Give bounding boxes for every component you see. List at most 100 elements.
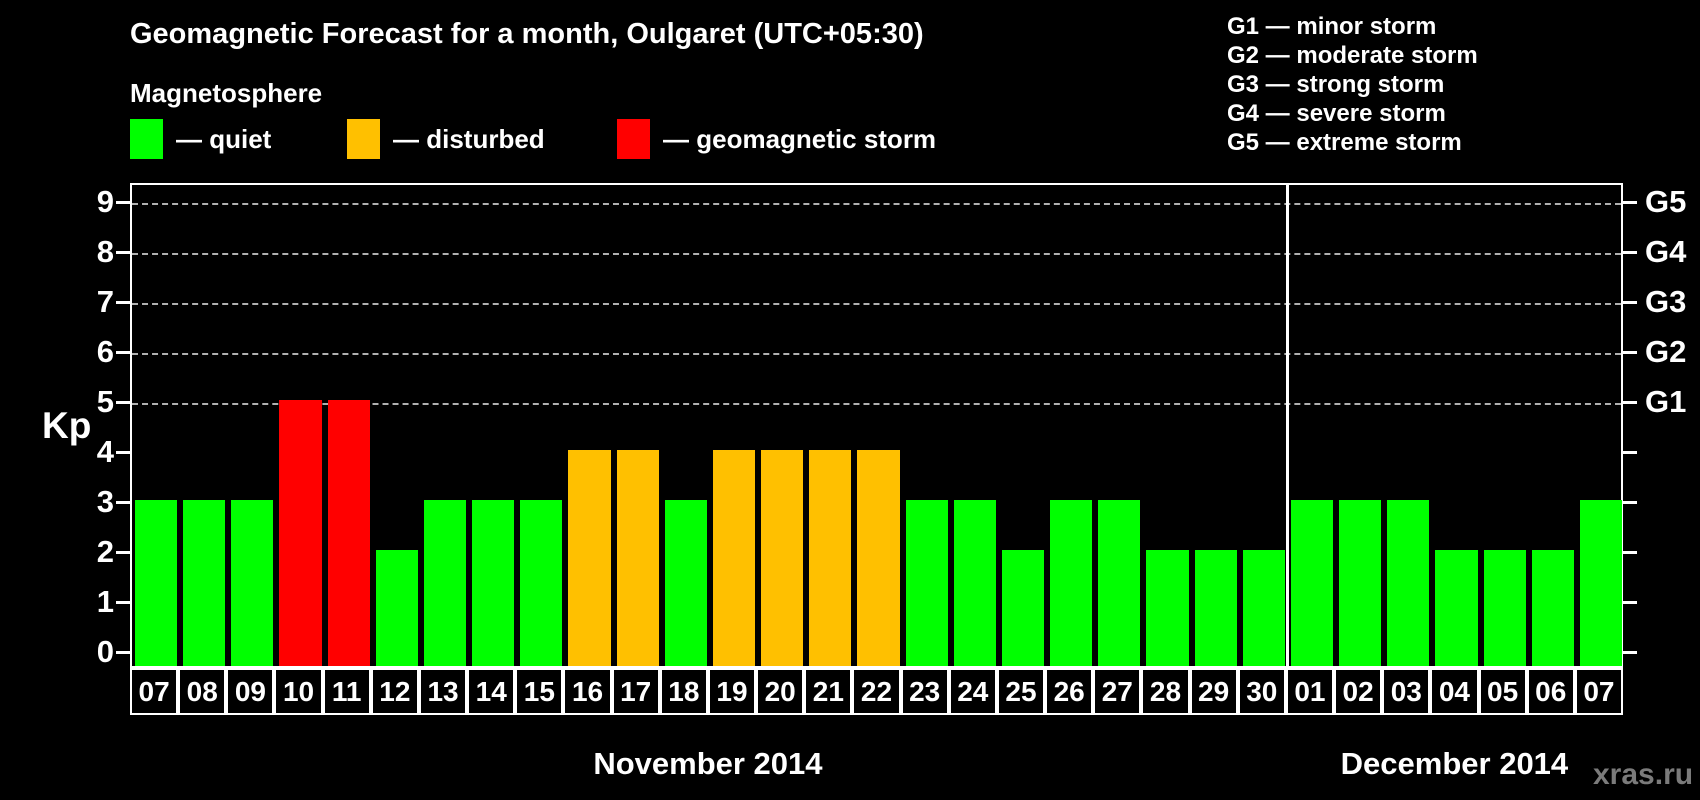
kp-tick-3 bbox=[116, 501, 130, 504]
kp-bar-day-17 bbox=[616, 450, 659, 666]
day-cell-10: 17 bbox=[611, 668, 660, 715]
g-axis-tick-7 bbox=[1623, 301, 1637, 304]
day-cell-3: 10 bbox=[274, 668, 323, 715]
quiet-swatch-icon bbox=[130, 119, 163, 159]
legend-label-disturbed: — disturbed bbox=[393, 123, 545, 154]
kp-bar-day-25 bbox=[1001, 550, 1045, 666]
g-legend-line-5: G5 — extreme storm bbox=[1227, 129, 1462, 156]
kp-bar-day-04 bbox=[1435, 550, 1478, 666]
kp-bar-day-19 bbox=[712, 450, 756, 666]
kp-bar-day-26 bbox=[1050, 500, 1093, 666]
kp-bar-day-28 bbox=[1146, 550, 1189, 666]
g-label-G2: G2 bbox=[1645, 334, 1687, 369]
g-axis-tick-8 bbox=[1623, 251, 1637, 254]
kp-bar-day-05 bbox=[1483, 550, 1526, 666]
kp-bar-day-29 bbox=[1194, 550, 1237, 666]
g-legend-line-1: G1 — minor storm bbox=[1227, 13, 1437, 40]
kp-tick-0 bbox=[116, 651, 130, 654]
legend-label-quiet: — quiet bbox=[176, 123, 272, 154]
kp-tick-label-3: 3 bbox=[96, 484, 114, 519]
g-axis-tick-2 bbox=[1623, 551, 1637, 554]
kp-tick-1 bbox=[116, 601, 130, 604]
gridline-kp-7 bbox=[132, 303, 1621, 305]
day-cell-17: 24 bbox=[948, 668, 997, 715]
day-cell-25: 02 bbox=[1334, 668, 1383, 715]
day-cell-8: 15 bbox=[515, 668, 564, 715]
kp-bar-day-16 bbox=[568, 450, 611, 666]
month-label: December 2014 bbox=[1340, 746, 1569, 781]
g-scale-legend: G1 — minor storm G2 — moderate storm G3 — … bbox=[1227, 12, 1478, 157]
kp-bar-day-07 bbox=[135, 500, 178, 666]
day-cell-5: 12 bbox=[370, 668, 419, 715]
day-cell-9: 16 bbox=[563, 668, 612, 715]
day-cell-28: 05 bbox=[1478, 668, 1527, 715]
gridline-kp-5 bbox=[132, 403, 1621, 405]
kp-tick-label-2: 2 bbox=[96, 534, 114, 569]
g-axis-tick-4 bbox=[1623, 451, 1637, 454]
kp-bar-day-02 bbox=[1339, 500, 1382, 666]
g-legend-line-4: G4 — severe storm bbox=[1227, 100, 1446, 127]
day-cell-2: 09 bbox=[226, 668, 275, 715]
kp-tick-4 bbox=[116, 451, 130, 454]
day-label-row: 07 08 09 10 11 12 13 14 15 16 17 18 19 20 21 22 23 24 25 26… bbox=[130, 668, 1623, 715]
kp-bar-day-07 bbox=[1579, 500, 1622, 666]
legend-label-storm: — geomagnetic storm bbox=[663, 123, 937, 154]
kp-tick-label-5: 5 bbox=[96, 384, 114, 419]
day-cell-29: 06 bbox=[1526, 668, 1575, 715]
day-cell-19: 26 bbox=[1045, 668, 1094, 715]
kp-tick-label-7: 7 bbox=[96, 284, 114, 319]
day-cell-14: 21 bbox=[804, 668, 853, 715]
legend-item-storm: — geomagnetic storm bbox=[617, 119, 936, 159]
kp-tick-label-1: 1 bbox=[96, 584, 114, 619]
kp-bar-day-11 bbox=[327, 400, 370, 666]
kp-tick-label-0: 0 bbox=[96, 634, 114, 669]
day-cell-4: 11 bbox=[322, 668, 371, 715]
kp-tick-5 bbox=[116, 401, 130, 404]
plot-area bbox=[130, 183, 1623, 668]
kp-bar-day-03 bbox=[1387, 500, 1430, 666]
kp-bar-day-13 bbox=[423, 500, 467, 666]
watermark: xras.ru bbox=[1593, 758, 1694, 791]
kp-tick-label-9: 9 bbox=[96, 184, 114, 219]
magnetosphere-legend-title: Magnetosphere bbox=[130, 78, 323, 108]
kp-bar-day-09 bbox=[231, 500, 274, 666]
kp-bar-day-30 bbox=[1242, 550, 1285, 666]
day-cell-21: 28 bbox=[1141, 668, 1190, 715]
kp-bar-day-21 bbox=[809, 450, 852, 666]
day-cell-0: 07 bbox=[130, 668, 179, 715]
day-cell-12: 19 bbox=[707, 668, 757, 715]
kp-bar-day-20 bbox=[761, 450, 804, 666]
month-divider bbox=[1285, 185, 1289, 666]
kp-tick-8 bbox=[116, 251, 130, 254]
day-cell-6: 13 bbox=[418, 668, 468, 715]
kp-tick-label-4: 4 bbox=[96, 434, 114, 469]
kp-bar-day-22 bbox=[857, 450, 900, 666]
kp-bar-day-27 bbox=[1098, 500, 1141, 666]
kp-bar-day-08 bbox=[183, 500, 226, 666]
day-cell-1: 08 bbox=[178, 668, 227, 715]
kp-tick-9 bbox=[116, 201, 130, 204]
kp-bar-day-24 bbox=[953, 500, 996, 666]
legend-item-disturbed: — disturbed bbox=[347, 119, 545, 159]
day-cell-11: 18 bbox=[659, 668, 708, 715]
g-axis-tick-9 bbox=[1623, 201, 1637, 204]
day-cell-30: 07 bbox=[1574, 668, 1623, 715]
kp-bar-day-14 bbox=[472, 500, 515, 666]
kp-bar-day-01 bbox=[1290, 500, 1334, 666]
g-label-G4: G4 bbox=[1645, 234, 1687, 269]
month-label: November 2014 bbox=[593, 746, 823, 781]
gridline-kp-6 bbox=[132, 353, 1621, 355]
day-cell-20: 27 bbox=[1093, 668, 1142, 715]
g-axis-tick-3 bbox=[1623, 501, 1637, 504]
kp-bar-day-12 bbox=[375, 550, 418, 666]
gridline-kp-8 bbox=[132, 253, 1621, 255]
kp-tick-label-6: 6 bbox=[96, 334, 114, 369]
day-cell-27: 04 bbox=[1430, 668, 1479, 715]
kp-tick-6 bbox=[116, 351, 130, 354]
g-axis-tick-1 bbox=[1623, 601, 1637, 604]
kp-bar-day-06 bbox=[1531, 550, 1574, 666]
kp-tick-label-8: 8 bbox=[96, 234, 114, 269]
g-axis-tick-6 bbox=[1623, 351, 1637, 354]
day-cell-22: 29 bbox=[1189, 668, 1238, 715]
